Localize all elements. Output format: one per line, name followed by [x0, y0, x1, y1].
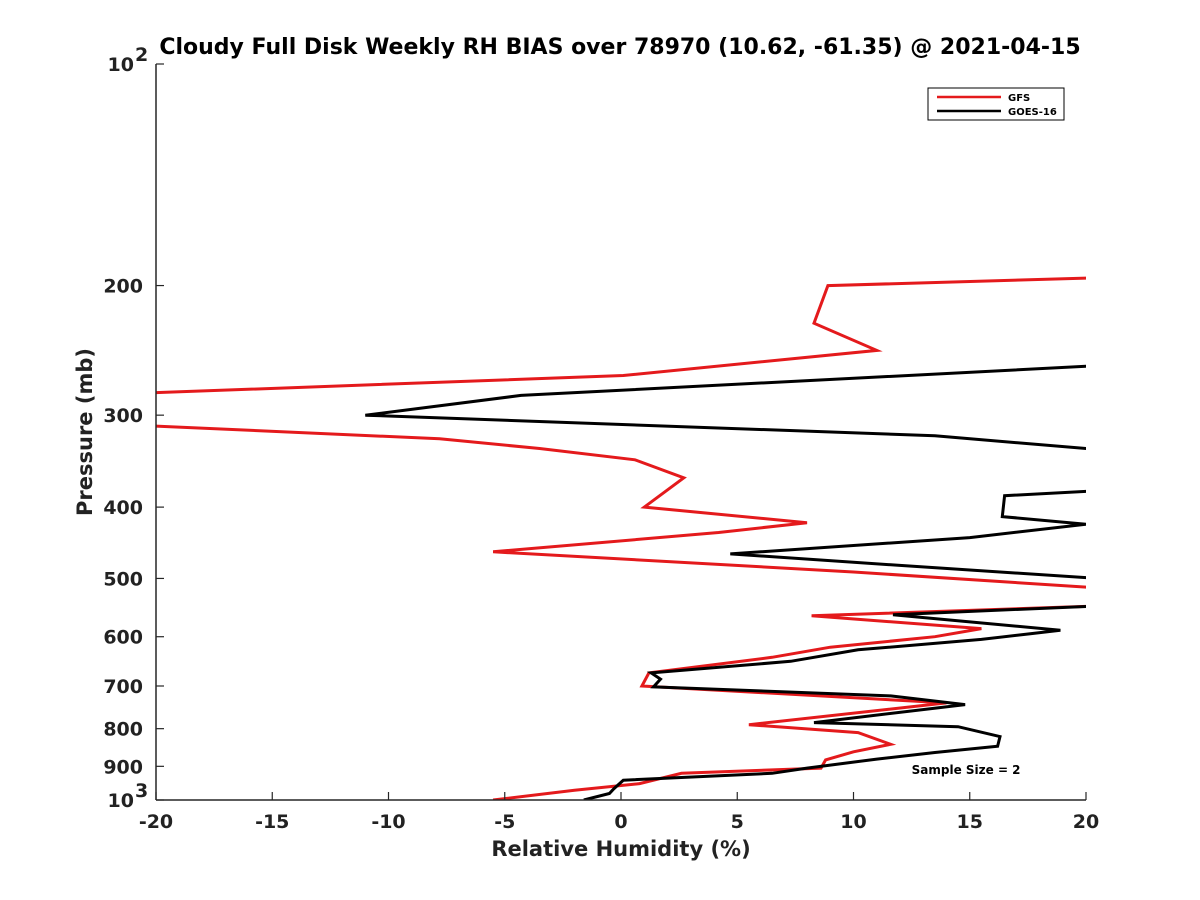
x-tick-label: -10 — [371, 811, 405, 833]
series-layer — [156, 276, 1086, 800]
y-tick-exponent: 3 — [135, 780, 148, 802]
y-tick-base: 10 — [108, 54, 134, 76]
x-tick-label: -5 — [494, 811, 515, 833]
legend-label-gfs: GFS — [1008, 93, 1030, 104]
x-tick-label: -15 — [255, 811, 289, 833]
y-tick-exponent: 2 — [135, 44, 148, 66]
sample-size-annotation: Sample Size = 2 — [912, 763, 1021, 777]
y-axis-label: Pressure (mb) — [73, 348, 97, 516]
y-tick-label: 800 — [103, 719, 143, 741]
y-tick-label: 700 — [103, 676, 143, 698]
y-tick-label: 10 — [108, 54, 134, 76]
y-tick-label: 900 — [103, 756, 143, 778]
y-tick-base: 10 — [108, 790, 134, 812]
x-tick-label: 0 — [614, 811, 627, 833]
legend: GFS GOES-16 — [927, 87, 1065, 121]
y-tick-label: 10 — [108, 790, 134, 812]
y-tick-label: 200 — [103, 276, 143, 298]
y-tick-label: 400 — [103, 497, 143, 519]
x-tick-label: 10 — [840, 811, 866, 833]
legend-label-goes16: GOES-16 — [1008, 107, 1057, 118]
x-tick-label: 5 — [731, 811, 744, 833]
chart-title: Cloudy Full Disk Weekly RH BIAS over 789… — [159, 35, 1080, 60]
series-line-goes-16 — [365, 364, 1086, 800]
x-tick-label: -20 — [139, 811, 173, 833]
x-axis-ticks: -20 -15 -10 -5 0 5 10 15 20 — [139, 792, 1099, 833]
y-tick-label: 500 — [103, 568, 143, 590]
y-tick-label: 600 — [103, 627, 143, 649]
y-tick-label: 300 — [103, 405, 143, 427]
legend-box — [927, 87, 1065, 121]
x-tick-label: 15 — [957, 811, 983, 833]
x-tick-label: 20 — [1073, 811, 1099, 833]
x-axis-label: Relative Humidity (%) — [491, 837, 750, 861]
